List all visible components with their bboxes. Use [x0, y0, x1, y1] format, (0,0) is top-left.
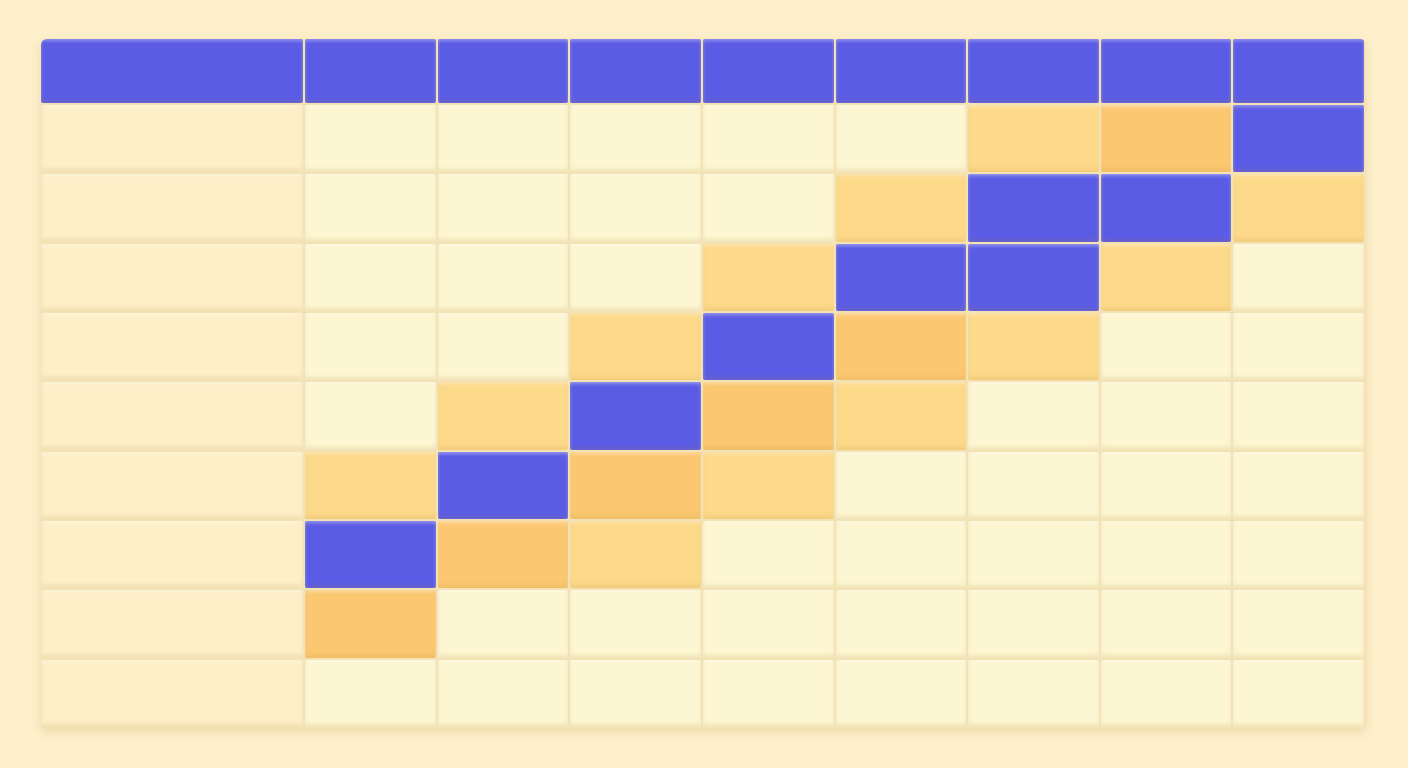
grid-cell	[305, 590, 436, 658]
grid-cell	[305, 174, 436, 242]
grid-cell	[437, 451, 569, 519]
header-cell	[835, 39, 967, 103]
grid-cell	[1100, 659, 1232, 727]
grid-cell	[570, 590, 701, 658]
grid-cell	[305, 313, 436, 381]
grid-cell	[1233, 521, 1364, 589]
grid-cell	[437, 313, 569, 381]
grid-cell	[835, 313, 967, 381]
grid-cell	[437, 590, 569, 658]
grid-cell	[437, 174, 569, 242]
header-cell	[570, 39, 701, 103]
grid-cell	[835, 382, 967, 450]
header-cell	[702, 39, 834, 103]
header-cell	[968, 39, 1099, 103]
row-label-cell	[41, 659, 303, 727]
grid-cell	[1233, 590, 1364, 658]
grid-cell	[570, 382, 701, 450]
grid-cell	[702, 451, 834, 519]
grid-cell	[968, 451, 1099, 519]
grid-cell	[968, 382, 1099, 450]
grid-cell	[437, 659, 569, 727]
grid-cell	[702, 382, 834, 450]
grid-cell	[968, 105, 1099, 173]
grid-cell	[968, 174, 1099, 242]
grid-cell	[437, 521, 569, 589]
row-label-cell	[41, 313, 303, 381]
grid-cell	[305, 243, 436, 311]
grid-cell	[968, 659, 1099, 727]
grid-cell	[702, 243, 834, 311]
grid-cell	[702, 590, 834, 658]
grid-table	[41, 39, 1366, 729]
grid-cell	[835, 590, 967, 658]
row-label-cell	[41, 590, 303, 658]
grid-cell	[437, 382, 569, 450]
grid-cell	[570, 174, 701, 242]
grid-cell	[835, 451, 967, 519]
grid-cell	[1233, 174, 1364, 242]
grid-cell	[305, 659, 436, 727]
grid-cell	[835, 105, 967, 173]
grid-cell	[835, 243, 967, 311]
grid-cell	[1100, 590, 1232, 658]
row-label-cell	[41, 243, 303, 311]
grid-cell	[570, 521, 701, 589]
grid-cell	[835, 659, 967, 727]
grid-cell	[437, 105, 569, 173]
header-cell	[437, 39, 569, 103]
grid-cell	[968, 590, 1099, 658]
grid-cell	[1100, 174, 1232, 242]
grid-cell	[702, 521, 834, 589]
grid-cell	[1233, 451, 1364, 519]
grid-cell	[305, 521, 436, 589]
grid-cell	[1100, 451, 1232, 519]
row-label-cell	[41, 382, 303, 450]
grid-cell	[835, 174, 967, 242]
grid-cell	[305, 382, 436, 450]
row-label-cell	[41, 105, 303, 173]
header-cell	[1100, 39, 1232, 103]
grid-cell	[1233, 243, 1364, 311]
grid-cell	[570, 313, 701, 381]
grid-cell	[702, 313, 834, 381]
header-cell	[41, 39, 303, 103]
row-label-cell	[41, 521, 303, 589]
grid-cell	[1100, 313, 1232, 381]
grid-cell	[1233, 659, 1364, 727]
grid-cell	[1100, 382, 1232, 450]
grid-cell	[968, 313, 1099, 381]
header-cell	[1233, 39, 1364, 103]
grid-cell	[968, 243, 1099, 311]
grid-cell	[1233, 105, 1364, 173]
grid-cell	[1100, 521, 1232, 589]
grid-cell	[702, 659, 834, 727]
grid-cell	[570, 105, 701, 173]
grid-cell	[437, 243, 569, 311]
grid-cell	[570, 659, 701, 727]
grid-cell	[1100, 243, 1232, 311]
grid-cell	[570, 243, 701, 311]
grid-cell	[968, 521, 1099, 589]
grid-cell	[702, 105, 834, 173]
grid-cell	[305, 105, 436, 173]
grid-cell	[305, 451, 436, 519]
grid-cell	[835, 521, 967, 589]
grid-cell	[1100, 105, 1232, 173]
row-label-cell	[41, 451, 303, 519]
grid-cell	[570, 451, 701, 519]
grid-cell	[702, 174, 834, 242]
row-label-cell	[41, 174, 303, 242]
grid-cell	[1233, 382, 1364, 450]
header-cell	[305, 39, 436, 103]
grid-cell	[1233, 313, 1364, 381]
